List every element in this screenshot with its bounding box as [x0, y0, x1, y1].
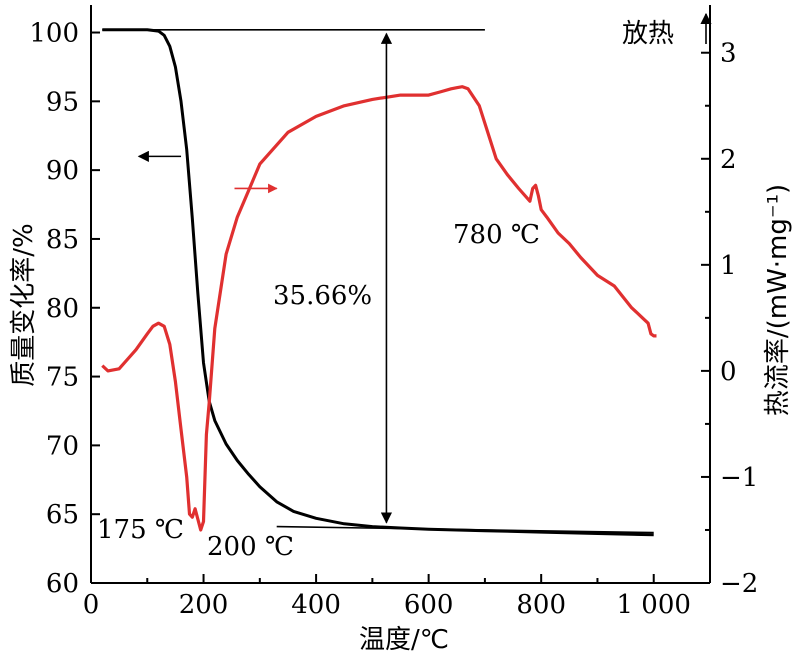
x-tick-label-600: 600 — [404, 590, 454, 620]
right-y-tick-label-1: 1 — [720, 251, 737, 281]
right-y-tick-label--1: −1 — [720, 463, 758, 493]
left-y-tick-label-95: 95 — [46, 87, 79, 117]
left-y-tick-label-85: 85 — [46, 225, 79, 255]
left-y-axis-title: 质量变化率/% — [9, 223, 39, 386]
exothermic-label: 放热 — [622, 19, 674, 49]
right-y-tick-label-0: 0 — [720, 357, 737, 387]
final-mass-line — [276, 525, 654, 534]
peak-label-175: 175 ℃ — [97, 515, 184, 545]
x-tick-label-1000: 1 000 — [617, 590, 691, 620]
right-y-tick-label--2: −2 — [720, 569, 758, 599]
heat-flow-curve — [101, 85, 657, 532]
x-tick-label-800: 800 — [516, 590, 566, 620]
right-y-tick-label-3: 3 — [720, 39, 737, 69]
left-y-tick-label-75: 75 — [46, 363, 79, 393]
right-y-axis-title: 热流率/(mW·mg⁻¹) — [763, 184, 793, 416]
annotations: 温度/℃ 质量变化率/% 热流率/(mW·mg⁻¹) 放热 175 ℃ 200 … — [9, 12, 793, 655]
right-y-tick-label-2: 2 — [720, 145, 737, 175]
x-tick-label-200: 200 — [179, 590, 229, 620]
series-layer — [101, 28, 657, 537]
x-tick-label-400: 400 — [291, 590, 341, 620]
left-y-tick-label-100: 100 — [29, 19, 79, 49]
x-axis-title: 温度/℃ — [359, 625, 449, 655]
left-y-tick-label-70: 70 — [46, 431, 79, 461]
x-tick-label-0: 0 — [83, 590, 100, 620]
mass-loss-label: 35.66% — [273, 281, 372, 311]
peak-label-200: 200 ℃ — [207, 532, 294, 562]
left-y-tick-label-90: 90 — [46, 156, 79, 186]
left-y-tick-label-60: 60 — [46, 569, 79, 599]
left-y-tick-label-65: 65 — [46, 500, 79, 530]
peak-label-780: 780 ℃ — [453, 220, 540, 250]
left-y-tick-label-80: 80 — [46, 294, 79, 324]
axes: 0 200 400 600 800 1 000 60 65 70 75 80 85 90 95 100 −2 −… — [29, 5, 758, 620]
